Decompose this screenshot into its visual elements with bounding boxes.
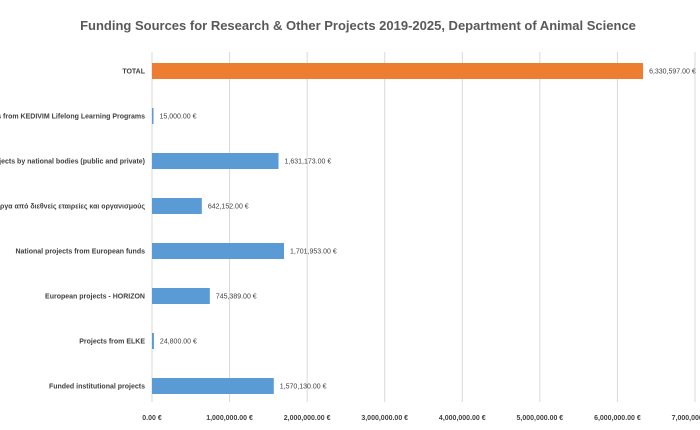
x-tick-label: 7,000,000.00 € (672, 415, 700, 422)
x-tick-label: 6,000,000.00 € (594, 415, 641, 422)
category-label: Έργα από διεθνείς εταιρείες και οργανισμ… (0, 204, 145, 211)
data-label: 6,330,597.00 € (649, 69, 696, 76)
data-label: 1,701,953.00 € (290, 249, 337, 256)
category-label: Projects from KEDIVIM Lifelong Learning … (0, 114, 145, 121)
category-label: TOTAL (122, 69, 145, 76)
x-tick-label: 4,000,000.00 € (439, 415, 486, 422)
chart-title: Funding Sources for Research & Other Pro… (80, 18, 636, 33)
data-label: 1,570,130.00 € (280, 384, 327, 391)
category-label: National projects from European funds (15, 249, 145, 256)
gridlines (151, 52, 696, 402)
category-label: Projects from ELKE (79, 339, 145, 346)
category-label: European projects - HORIZON (45, 294, 145, 301)
bar (152, 108, 154, 124)
x-tick-label: 2,000,000.00 € (284, 415, 331, 422)
bar (152, 198, 202, 214)
bar (152, 243, 285, 259)
category-labels: TOTAL Projects from KEDIVIM Lifelong Lear… (0, 69, 146, 391)
x-tick-label: 0.00 € (142, 415, 162, 422)
data-label: 15,000.00 € (160, 114, 197, 121)
x-tick-label: 3,000,000.00 € (361, 415, 408, 422)
data-label: 1,631,173.00 € (285, 159, 332, 166)
data-label: 642,152.00 € (208, 204, 249, 211)
bar (152, 153, 279, 169)
bars (152, 63, 644, 394)
data-label: 745,389.00 € (216, 294, 257, 301)
category-label: Projects by national bodies (public and … (0, 159, 145, 166)
category-label: Funded institutional projects (49, 384, 145, 391)
x-axis-tick-labels: 0.00 € 1,000,000.00 € 2,000,000.00 € 3,000,… (142, 415, 700, 422)
bar (152, 333, 154, 349)
data-label: 24,800.00 € (160, 339, 197, 346)
data-labels: 6,330,597.00 € 15,000.00 € 1,631,173.00 € 6… (160, 69, 696, 391)
bar (152, 63, 644, 79)
bar (152, 288, 210, 304)
bar (152, 378, 274, 394)
x-tick-label: 1,000,000.00 € (206, 415, 253, 422)
x-tick-label: 5,000,000.00 € (516, 415, 563, 422)
